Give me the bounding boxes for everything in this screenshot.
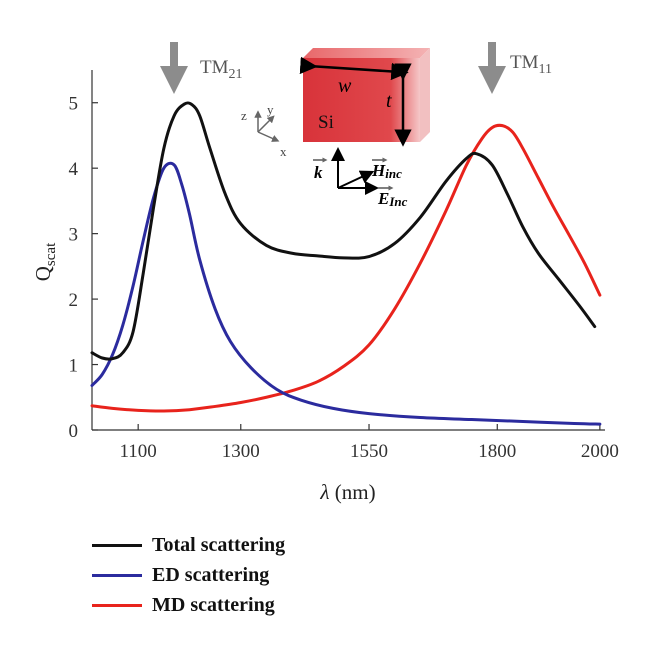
- e-label: EInc: [377, 189, 408, 209]
- h-label: Hinc: [371, 161, 402, 181]
- x-tick-label: 2000: [581, 441, 619, 462]
- tm11-label-sub: 11: [539, 62, 552, 77]
- x-axis-label-symbol: λ: [319, 480, 329, 504]
- y-ticks: 0 1 2 3 4 5: [69, 94, 98, 442]
- series-total-scattering: [90, 101, 597, 361]
- legend-swatch-md: [92, 603, 142, 607]
- legend-label-md: MD scattering: [152, 593, 275, 616]
- e-label-sub: Inc: [388, 194, 407, 209]
- width-dimension-line: [299, 56, 409, 81]
- z-axis-letter: z: [241, 108, 247, 123]
- x-axis-label: λ (nm): [319, 480, 375, 504]
- x-tick-label: 1550: [350, 441, 388, 462]
- y-tick-label: 3: [69, 225, 79, 246]
- k-label-text: k: [314, 163, 323, 182]
- si-block-side-face: [420, 48, 430, 142]
- tm21-arrow-shaft: [170, 42, 178, 72]
- tm11-arrow-shaft: [488, 42, 496, 72]
- legend-label-total: Total scattering: [152, 533, 286, 556]
- series-ed-scattering: [90, 161, 602, 426]
- legend-label-ed: ED scattering: [152, 563, 270, 586]
- thickness-label: t: [386, 90, 392, 112]
- y-axis-letter: y: [267, 102, 274, 117]
- series-md-scattering: [90, 123, 602, 413]
- y-axis-label: Qscat: [31, 242, 59, 281]
- x-axis-label-unit: (nm): [335, 480, 376, 504]
- x-axis-small-line: [257, 131, 280, 142]
- width-label: w: [338, 75, 352, 97]
- h-label-sub: inc: [385, 166, 402, 181]
- y-tick-label: 5: [69, 94, 79, 115]
- si-block-inset: w t Si: [299, 48, 430, 147]
- tm11-label: TM11: [510, 52, 552, 77]
- y-tick-label: 4: [69, 159, 79, 180]
- y-tick-label: 2: [69, 290, 79, 311]
- h-label-text: H: [371, 161, 386, 180]
- legend-swatch-total: [92, 543, 142, 547]
- tm11-label-base: TM: [510, 52, 539, 73]
- field-vectors-inset: k Hinc EInc: [313, 147, 408, 209]
- tm21-label-base: TM: [200, 57, 229, 78]
- x-axis-letter: x: [280, 144, 287, 159]
- axes: [91, 70, 605, 431]
- coordinate-axes-inset: z y x: [241, 102, 287, 159]
- tm21-label-sub: 21: [229, 67, 243, 82]
- y-axis-label-main: Q: [31, 266, 55, 281]
- legend-item-total: Total scattering: [92, 530, 285, 560]
- k-label: k: [314, 163, 323, 182]
- series-layer: [90, 101, 602, 426]
- legend-item-ed: ED scattering: [92, 560, 285, 590]
- h-vector-arrow: [337, 170, 375, 189]
- tm11-annotation: TM11: [478, 42, 552, 94]
- x-tick-label: 1800: [478, 441, 516, 462]
- tm21-annotation: TM21: [160, 42, 243, 94]
- tm21-label: TM21: [200, 57, 243, 82]
- y-tick-label: 0: [69, 421, 79, 442]
- y-axis-label-sub: scat: [43, 242, 59, 266]
- e-label-text: E: [377, 189, 389, 208]
- tm11-arrow-head: [478, 66, 506, 94]
- y-tick-label: 1: [69, 356, 79, 377]
- legend: Total scattering ED scattering MD scatte…: [92, 530, 285, 620]
- legend-swatch-ed: [92, 573, 142, 577]
- si-block-top-face: [303, 48, 430, 58]
- material-label: Si: [318, 112, 334, 133]
- x-tick-label: 1300: [222, 441, 260, 462]
- legend-item-md: MD scattering: [92, 590, 285, 620]
- x-ticks: 1100 1300 1550 1800 2000: [120, 424, 619, 462]
- y-axis-small-line: [257, 115, 275, 133]
- tm21-arrow-head: [160, 66, 188, 94]
- x-tick-label: 1100: [120, 441, 157, 462]
